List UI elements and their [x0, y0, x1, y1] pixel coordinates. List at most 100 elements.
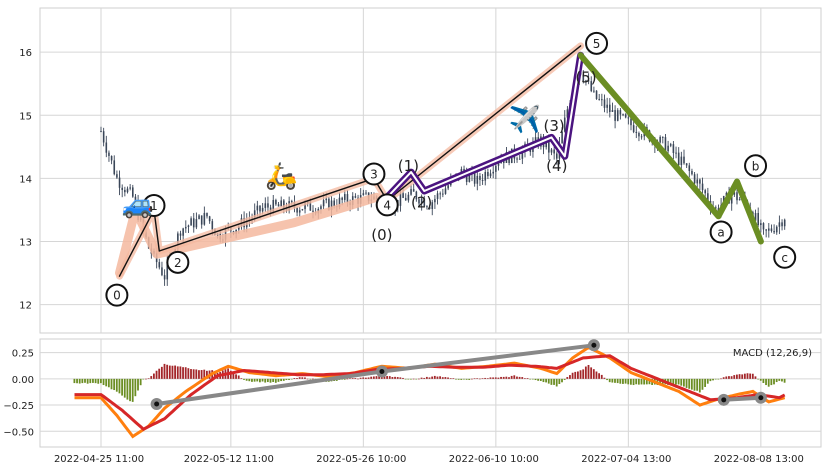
- macd-histogram-bar: [383, 375, 386, 379]
- macd-histogram-bar: [743, 373, 746, 379]
- wave-label-circle: [585, 31, 609, 55]
- candle-body: [603, 99, 606, 108]
- candle-body: [638, 132, 640, 137]
- macd-histogram-bar: [524, 378, 526, 379]
- macd-histogram-bar: [410, 378, 412, 380]
- macd-histogram-bar: [253, 378, 256, 382]
- macd-histogram-bar: [547, 378, 550, 384]
- macd-histogram-bar: [84, 378, 86, 383]
- macd-y-tick-label: 0.00: [12, 375, 34, 386]
- candle-body: [662, 136, 664, 138]
- macd-histogram-bar: [516, 376, 518, 379]
- candle-body: [733, 192, 736, 195]
- macd-histogram-bar: [701, 378, 704, 390]
- candle-body: [616, 110, 619, 121]
- candle-body: [590, 81, 593, 92]
- macd-histogram-bar: [468, 378, 471, 380]
- macd-histogram-bar: [229, 370, 232, 379]
- macd-histogram-bar: [489, 377, 492, 379]
- macd-histogram-bar: [542, 378, 545, 383]
- macd-histogram-bar: [433, 375, 436, 379]
- macd-histogram-bar: [73, 378, 76, 384]
- candle-body: [534, 137, 537, 142]
- macd-histogram-bar: [126, 378, 129, 400]
- candle-body: [479, 175, 481, 180]
- candle-body: [691, 170, 693, 175]
- macd-histogram-bar: [428, 377, 431, 379]
- candle-body: [277, 204, 280, 207]
- macd-histogram-bar: [312, 378, 314, 380]
- macd-histogram-bar: [248, 378, 251, 382]
- macd-histogram-bar: [306, 378, 309, 380]
- candle-body: [264, 203, 267, 208]
- macd-histogram-bar: [280, 378, 282, 382]
- macd-histogram-bar: [399, 377, 402, 379]
- candle-body: [182, 228, 184, 236]
- candle-body: [738, 199, 741, 201]
- macd-histogram-bar: [759, 378, 762, 381]
- candle-body: [423, 198, 426, 207]
- macd-histogram-bar: [415, 378, 418, 380]
- macd-histogram-bar: [762, 378, 765, 384]
- candle-body: [473, 171, 476, 184]
- candle-body: [211, 221, 214, 230]
- macd-histogram-bar: [110, 378, 113, 390]
- macd-histogram-bar: [131, 378, 134, 402]
- candle-body: [121, 187, 123, 190]
- macd-histogram-bar: [412, 378, 415, 380]
- macd-histogram-bar: [471, 378, 473, 380]
- macd-histogram-bar: [537, 378, 540, 381]
- car-icon: 🚙: [122, 190, 154, 220]
- candle-body: [518, 158, 521, 160]
- macd-histogram-bar: [706, 378, 709, 384]
- x-tick-label: 2022-06-10 10:00: [449, 454, 539, 465]
- candle-body: [434, 198, 436, 203]
- candle-body: [754, 213, 757, 221]
- candle-body: [696, 179, 699, 184]
- macd-histogram-bar: [391, 377, 394, 379]
- macd-histogram-bar: [606, 378, 608, 381]
- candle-body: [100, 131, 102, 133]
- macd-histogram-bar: [298, 377, 301, 379]
- candle-body: [593, 90, 595, 92]
- candle-body: [601, 99, 603, 101]
- candle-body: [126, 188, 129, 193]
- candle-body: [253, 210, 256, 218]
- macd-histogram-bar: [616, 378, 619, 384]
- candle-body: [338, 197, 341, 208]
- candle-body: [640, 136, 643, 138]
- macd-histogram-bar: [351, 378, 354, 379]
- candle-body: [402, 193, 404, 198]
- price-y-tick-label: 13: [19, 237, 32, 248]
- macd-histogram-bar: [142, 378, 145, 380]
- macd-histogram-bar: [659, 378, 661, 385]
- candle-body: [410, 189, 412, 195]
- divergence-line: [721, 395, 763, 402]
- macd-histogram-bar: [709, 378, 712, 382]
- candle-body: [418, 199, 420, 204]
- macd-histogram-bar: [129, 378, 131, 402]
- macd-histogram-bar: [521, 377, 524, 379]
- macd-histogram-bar: [256, 378, 259, 382]
- macd-histogram-bar: [635, 378, 638, 385]
- macd-histogram-bar: [420, 377, 423, 379]
- macd-histogram-bar: [746, 373, 749, 379]
- macd-histogram-bar: [778, 378, 781, 381]
- macd-histogram-bar: [486, 378, 489, 379]
- macd-y-tick-label: −0.50: [3, 427, 34, 438]
- candle-body: [195, 219, 198, 228]
- wave-label: 3: [370, 167, 378, 181]
- macd-histogram-bar: [770, 378, 773, 386]
- price-y-tick-label: 16: [19, 48, 32, 59]
- candle-body: [521, 150, 524, 159]
- macd-histogram-bar: [643, 378, 646, 385]
- macd-histogram-bar: [357, 378, 359, 380]
- macd-histogram-bar: [139, 378, 142, 386]
- candle-body: [267, 203, 269, 208]
- macd-histogram-bar: [751, 373, 754, 379]
- macd-histogram-bar: [688, 378, 691, 389]
- wave-label: 0: [113, 289, 121, 303]
- candle-body: [563, 117, 566, 132]
- candle-body: [116, 174, 118, 178]
